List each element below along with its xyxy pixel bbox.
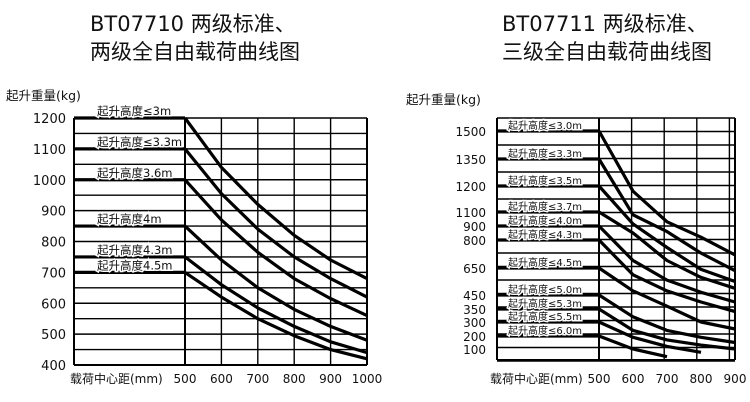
chart-1-series-curve xyxy=(183,224,368,342)
chart-2-series-label: 起升高度≤5.5m xyxy=(508,310,582,323)
chart-1-title-line-2: 两级全自由载荷曲线图 xyxy=(90,40,300,64)
chart-2-x-tick-label: 800 xyxy=(690,372,713,386)
chart-1-y-axis-label: 起升重量(kg) xyxy=(6,88,81,103)
chart-2-series-curve xyxy=(598,307,736,351)
chart-2-x-tick-label: 500 xyxy=(588,372,611,386)
chart-2-y-tick-label: 100 xyxy=(463,343,486,357)
chart-2-x-axis-label: 载荷中心距(mm) xyxy=(490,371,583,386)
chart-1-y-tick-label: 500 xyxy=(41,328,66,343)
chart-1-x-tick-label: 900 xyxy=(319,372,342,386)
chart-1-series-label: 起升高度≤3.3m xyxy=(97,135,182,149)
chart-2-y-tick-label: 800 xyxy=(463,234,486,248)
chart-1-x-tick-label: 700 xyxy=(246,372,269,386)
chart-2-series-label: 起升高度≤6.0m xyxy=(508,324,582,337)
chart-2-series-curve xyxy=(598,320,702,354)
chart-1-y-tick-label: 400 xyxy=(41,359,66,374)
chart-1-series-curve xyxy=(183,178,368,318)
chart-2-series-label: 起升高度≤4.0m xyxy=(508,214,582,227)
chart-2-series-label: 起升高度≤4.5m xyxy=(508,256,582,269)
chart-2-y-tick-label: 200 xyxy=(463,330,486,344)
chart-2-series-curve xyxy=(597,224,736,304)
chart-1-y-tick-label: 600 xyxy=(41,297,66,312)
chart-2-title-line-2: 三级全自由载荷曲线图 xyxy=(502,40,712,64)
chart-2-series-label: 起升高度≤3.0m xyxy=(508,119,582,132)
chart-2-series-curve xyxy=(598,266,736,331)
chart-1-series-curve xyxy=(184,255,368,355)
chart-2-y-axis-label: 起升重量(kg) xyxy=(406,92,481,107)
chart-1-x-tick-label: 1000 xyxy=(352,372,383,386)
chart-1-y-tick-label: 700 xyxy=(41,266,66,281)
chart-2-y-tick-label: 1500 xyxy=(455,125,486,139)
chart-2-series-label: 起升高度≤5.3m xyxy=(508,297,582,310)
chart-1-series-curve xyxy=(184,271,368,361)
chart-1-x-tick-label: 800 xyxy=(283,372,306,386)
chart-2-x-tick-label: 600 xyxy=(622,372,645,386)
chart-2-title-line-1: BT07711 两级标准、 xyxy=(502,12,708,36)
chart-2-series-curve xyxy=(597,238,736,314)
chart-2-y-tick-label: 350 xyxy=(463,303,486,317)
chart-2-series-label: 起升高度≤3.5m xyxy=(508,174,582,187)
chart-2-series-label: 起升高度≤5.0m xyxy=(508,283,582,296)
chart-1-series-curve xyxy=(183,147,368,299)
chart-1-title-line-1: BT07710 两级标准、 xyxy=(90,12,296,36)
chart-2-y-tick-label: 450 xyxy=(463,289,486,303)
chart-2-series-label: 起升高度≤3.7m xyxy=(508,200,582,213)
chart-2-title: BT07711 两级标准、 三级全自由载荷曲线图 xyxy=(502,10,712,66)
chart-1-y-tick-label: 1000 xyxy=(33,174,66,189)
chart-2-series-curve xyxy=(597,184,736,284)
chart-2-y-tick-label: 650 xyxy=(463,262,486,276)
chart-2-series-curve xyxy=(597,158,736,273)
chart-2-y-tick-label: 1350 xyxy=(455,153,486,167)
chart-2-series-curve xyxy=(597,130,736,257)
chart-2-x-tick-label: 900 xyxy=(724,372,747,386)
chart-2-x-tick-label: 700 xyxy=(656,372,679,386)
chart-2-y-tick-label: 900 xyxy=(463,220,486,234)
chart-1-series-label: 起升高度4.5m xyxy=(97,258,173,272)
chart-1-series-curve xyxy=(183,117,368,281)
chart-2-series-curve xyxy=(598,210,736,290)
chart-1-title: BT07710 两级标准、 两级全自由载荷曲线图 xyxy=(90,10,300,66)
chart-2-series-label: 起升高度≤4.3m xyxy=(508,228,582,241)
chart-1-series-label: 起升高度≤3m xyxy=(97,104,171,118)
chart-2-y-tick-label: 300 xyxy=(463,316,486,330)
chart-2-series-label: 起升高度≤3.3m xyxy=(508,147,582,160)
chart-1-y-tick-label: 1100 xyxy=(33,143,66,158)
chart-1-x-tick-label: 600 xyxy=(210,372,233,386)
chart-1-series-label: 起升高度4.3m xyxy=(97,243,173,257)
chart-2-y-tick-label: 1200 xyxy=(455,180,486,194)
chart-1-y-tick-label: 900 xyxy=(41,205,66,220)
chart-1-y-tick-label: 1200 xyxy=(33,112,66,127)
chart-2-y-tick-label: 1100 xyxy=(455,206,486,220)
chart-1-series-label: 起升高度4m xyxy=(97,212,162,226)
chart-1-x-axis-label: 载荷中心距(mm) xyxy=(70,371,163,386)
chart-1-series-label: 起升高度3.6m xyxy=(97,166,173,180)
chart-2-series-curve xyxy=(598,334,668,359)
chart-1-y-tick-label: 800 xyxy=(41,236,66,251)
chart-2-series-curve xyxy=(598,293,736,345)
chart-1-x-tick-label: 500 xyxy=(174,372,197,386)
